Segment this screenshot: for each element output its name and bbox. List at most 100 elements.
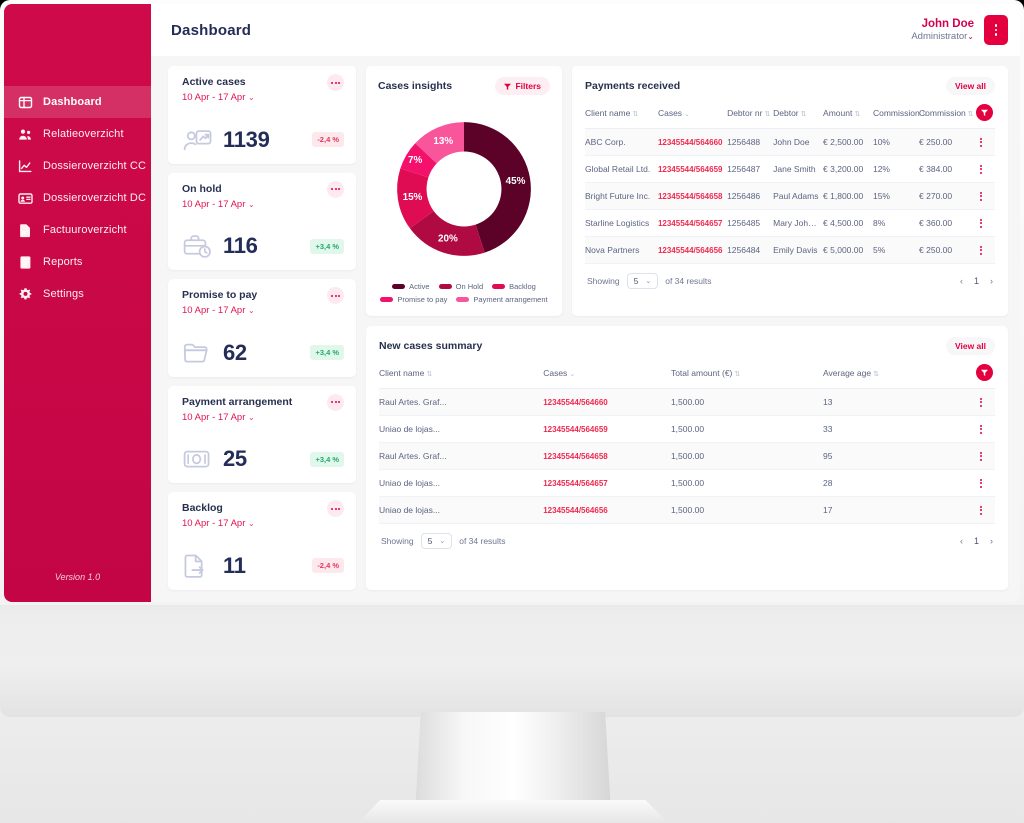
stat-card-date-range[interactable]: 10 Apr - 17 Apr ⌄ [182, 92, 255, 103]
new-cases-view-all-button[interactable]: View all [945, 337, 995, 355]
filters-button[interactable]: Filters [495, 77, 550, 95]
new-cases-prev-page-button[interactable]: ‹ [959, 536, 963, 546]
table-row[interactable]: ABC Corp. 12345544/564660 1256488 John Doe €… [585, 128, 995, 156]
stat-card-header: Payment arrangement 10 Apr - 17 Apr ⌄ [182, 393, 344, 423]
donut-slice-active[interactable] [464, 121, 531, 253]
kebab-menu-icon [994, 24, 998, 36]
sort-icon: ⇅ [426, 370, 433, 378]
column-header-cases[interactable]: Cases ⌄ [543, 355, 671, 389]
column-header-debtor[interactable]: Debtor ⇅ [773, 95, 824, 129]
table-row[interactable]: Uniao de lojas... 12345544/564657 1,500.00… [379, 469, 995, 497]
column-header-client-name[interactable]: Client name ⇅ [585, 95, 658, 129]
column-header-average-age[interactable]: Average age ⇅ [823, 355, 969, 389]
funnel-icon[interactable] [976, 104, 993, 121]
sidebar-item-reports[interactable]: Reports [4, 246, 151, 278]
stat-card-range-label: 10 Apr - 17 Apr [182, 92, 246, 103]
column-header-client-name[interactable]: Client name ⇅ [379, 355, 544, 389]
row-more-button[interactable] [969, 218, 993, 228]
column-header-commission[interactable]: Commission ⇅ [919, 95, 974, 129]
column-header-cases[interactable]: Cases ⌄ [657, 95, 728, 129]
row-more-button[interactable] [969, 397, 993, 407]
legend-item-payment-arrangement[interactable]: Payment arrangement [456, 295, 548, 304]
user-menu-button[interactable] [984, 15, 1008, 45]
new-cases-page-size-select[interactable]: 5 ⌄ [420, 533, 453, 549]
cell-case: 12345544/564659 [657, 155, 728, 183]
chevron-down-icon: ⌄ [248, 199, 255, 209]
stat-card-more-button[interactable] [327, 393, 344, 411]
column-header-debtor-nr[interactable]: Debtor nr ⇅ [727, 95, 774, 129]
row-more-button[interactable] [969, 505, 993, 515]
table-row[interactable]: Bright Future Inc. 12345544/564658 1256486… [585, 182, 995, 210]
new-cases-next-page-button[interactable]: › [990, 536, 993, 546]
donut-slice-payment-arrangement[interactable] [415, 121, 464, 163]
sort-icon: ⇅ [854, 110, 861, 118]
row-more-button[interactable] [969, 164, 993, 174]
payments-next-page-button[interactable]: › [990, 276, 993, 286]
column-header-total-amount-[interactable]: Total amount (€) ⇅ [670, 355, 824, 389]
stat-card-text: Active cases 10 Apr - 17 Apr ⌄ [182, 76, 255, 103]
payments-prev-page-button[interactable]: ‹ [959, 276, 963, 286]
payments-title: Payments received [585, 80, 681, 92]
row-more-button[interactable] [969, 424, 993, 434]
stat-card-date-range[interactable]: 10 Apr - 17 Apr ⌄ [182, 305, 257, 316]
donut-slice-backlog[interactable] [397, 167, 434, 228]
sidebar-item-dashboard[interactable]: Dashboard [4, 86, 151, 118]
user-role[interactable]: Administrator⌄ [911, 31, 974, 43]
row-more-button[interactable] [969, 478, 993, 488]
stat-card-value: 1139 [223, 126, 270, 152]
table-row[interactable]: Uniao de lojas... 12345544/564659 1,500.00… [379, 415, 995, 443]
row-more-button[interactable] [969, 245, 993, 255]
table-row[interactable]: Raul Artes. Graf... 12345544/564658 1,500.… [379, 442, 995, 470]
users-icon [18, 127, 33, 142]
stat-card-value: 25 [223, 446, 247, 472]
stat-card-title: Promise to pay [182, 289, 258, 302]
table-row[interactable]: Starline Logistics 12345544/564657 1256485… [585, 209, 995, 237]
payments-page-size-select[interactable]: 5 ⌄ [626, 273, 659, 289]
sidebar-item-settings[interactable]: Settings [4, 278, 151, 310]
sidebar-item-factuuroverzicht[interactable]: Factuuroverzicht [4, 214, 151, 246]
row-actions-cell [969, 236, 995, 264]
sort-icon: ⇅ [873, 370, 879, 378]
donut-slice-on-hold[interactable] [409, 210, 485, 256]
row-more-button[interactable] [969, 191, 993, 201]
legend-item-active[interactable]: Active [392, 282, 430, 291]
user-box[interactable]: John Doe Administrator⌄ [911, 15, 1008, 45]
table-row[interactable]: Global Retail Ltd. 12345544/564659 1256487… [585, 155, 995, 183]
cell-case: 12345544/564660 [657, 128, 728, 156]
chevron-down-icon: ⌄ [248, 306, 255, 316]
table-row[interactable]: Raul Artes. Graf... 12345544/564660 1,500.… [379, 388, 995, 416]
cell-client: Global Retail Ltd. [585, 155, 658, 183]
stat-card-value: 11 [223, 552, 246, 578]
sidebar-item-relatieoverzicht[interactable]: Relatieoverzicht [4, 118, 151, 150]
table-row[interactable]: Nova Partners 12345544/564656 1256484 Emily… [585, 236, 995, 264]
table-row[interactable]: Uniao de lojas... 12345544/564656 1,500.00… [379, 496, 995, 524]
column-header-amount[interactable]: Amount ⇅ [823, 95, 873, 129]
sidebar-item-dossieroverzicht-cc[interactable]: Dossieroverzicht CC [4, 150, 151, 182]
payments-page-number[interactable]: 1 [973, 276, 979, 286]
stat-card-more-button[interactable] [327, 180, 344, 198]
payments-view-all-button[interactable]: View all [945, 77, 995, 95]
column-header-commission[interactable]: Commission ⇅ [872, 95, 928, 129]
new-cases-summary-card: New cases summary View all Client name ⇅ C… [366, 326, 1008, 590]
main-area: Dashboard John Doe Administrator⌄ Active [151, 4, 1020, 602]
row-more-button[interactable] [969, 451, 993, 461]
cell-commission_amt: € 250.00 [919, 236, 969, 264]
legend-item-promise-to-pay[interactable]: Promise to pay [380, 295, 447, 304]
stat-card-date-range[interactable]: 10 Apr - 17 Apr ⌄ [182, 518, 255, 529]
row-more-button[interactable] [969, 137, 993, 147]
stat-card-date-range[interactable]: 10 Apr - 17 Apr ⌄ [182, 412, 292, 423]
stat-card-date-range[interactable]: 10 Apr - 17 Apr ⌄ [182, 199, 255, 210]
funnel-icon[interactable] [976, 364, 993, 381]
stat-card-more-button[interactable] [327, 500, 344, 518]
new-cases-title: New cases summary [379, 340, 483, 352]
sidebar-item-dossieroverzicht-dc[interactable]: Dossieroverzicht DC [4, 182, 151, 214]
stat-card-more-button[interactable] [327, 74, 344, 91]
cell-commission_amt: € 384.00 [919, 155, 969, 183]
donut-slice-promise-to-pay[interactable] [400, 142, 437, 177]
new-cases-page-number[interactable]: 1 [973, 536, 979, 546]
stat-card-delta-badge: -2,4 % [312, 558, 344, 574]
stat-card-more-button[interactable] [327, 287, 344, 305]
cell-debtor_nr: 1256487 [727, 155, 774, 183]
legend-item-backlog[interactable]: Backlog [492, 282, 536, 291]
legend-item-on-hold[interactable]: On Hold [438, 282, 483, 291]
